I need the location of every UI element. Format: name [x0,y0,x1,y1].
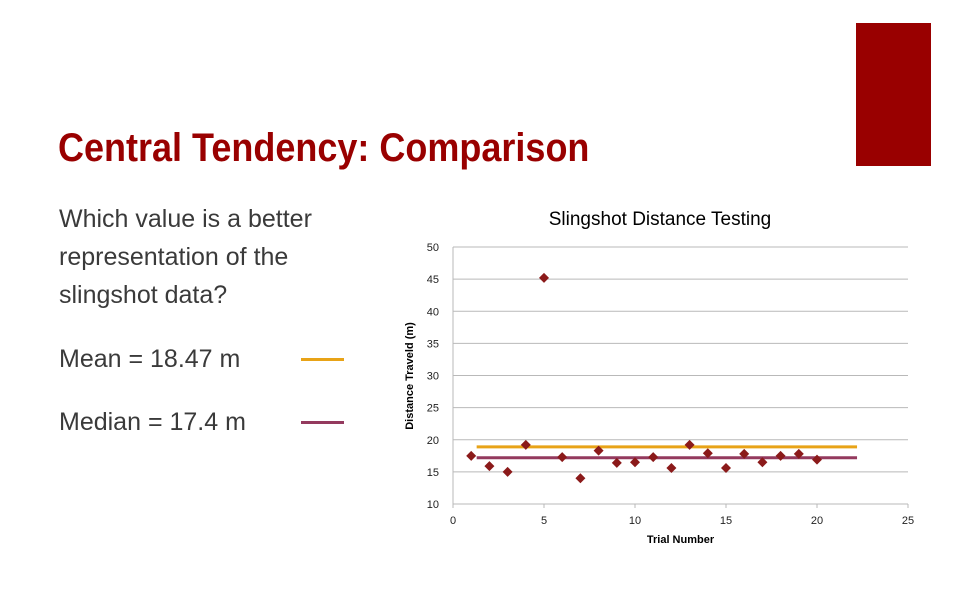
data-point-diamond [739,448,750,459]
y-tick-label: 50 [427,242,439,254]
data-point-diamond [812,454,822,465]
y-axis-label: Distance Traveld (m) [404,322,416,430]
data-point-diamond [793,448,804,459]
data-point-diamond [666,463,677,474]
data-point-diamond [648,452,659,463]
slide-title: Central Tendency: Comparison [58,126,590,170]
mean-text: Mean = 18.47 m [59,345,241,373]
data-point-diamond [630,457,640,468]
gridlines [452,246,909,508]
x-tick-label: 0 [450,515,456,527]
data-point-diamond [757,457,768,468]
data-point-diamond [557,452,568,463]
data-point-diamond [466,450,477,461]
scatter-chart: Slingshot Distance Testing 10 15 20 25 30 35 4… [404,209,914,546]
median-row: Median = 17.4 m [59,404,359,440]
data-point-diamond [611,457,622,468]
question-text: Which value is a better representation o… [59,205,312,309]
data-point-diamond [484,461,495,472]
y-tick-label: 40 [427,306,439,318]
data-point-diamond [702,448,713,459]
x-tick-label: 5 [541,515,547,527]
data-point-diamond [502,466,513,477]
y-tick-label: 30 [427,371,439,383]
data-point-diamond [593,445,604,456]
y-tick-label: 45 [427,274,439,286]
data-point-diamond [539,272,549,283]
tick-labels: 10 15 20 25 30 35 40 45 50 0 5 10 15 20 25 [427,242,914,527]
chart-title: Slingshot Distance Testing [549,209,772,230]
median-text: Median = 17.4 m [59,408,246,436]
data-point-diamond [775,450,786,461]
y-tick-label: 20 [427,435,439,447]
y-tick-label: 25 [427,403,439,415]
mean-row: Mean = 18.47 m [59,341,359,377]
y-tick-label: 10 [427,499,439,511]
data-points [466,272,822,484]
x-tick-label: 20 [811,515,823,527]
x-axis-label: Trial Number [647,534,715,546]
data-point-diamond [721,463,731,474]
x-tick-label: 15 [720,515,732,527]
accent-block [856,23,931,166]
y-tick-label: 35 [427,338,439,350]
x-tick-label: 10 [629,515,641,527]
y-tick-label: 15 [427,467,439,479]
data-point-diamond [684,439,695,450]
data-point-diamond [575,473,586,484]
x-tick-label: 25 [902,515,914,527]
data-point-diamond [520,439,531,450]
median-line-swatch [301,421,344,424]
reference-lines [476,445,858,460]
mean-line-swatch [301,358,344,361]
